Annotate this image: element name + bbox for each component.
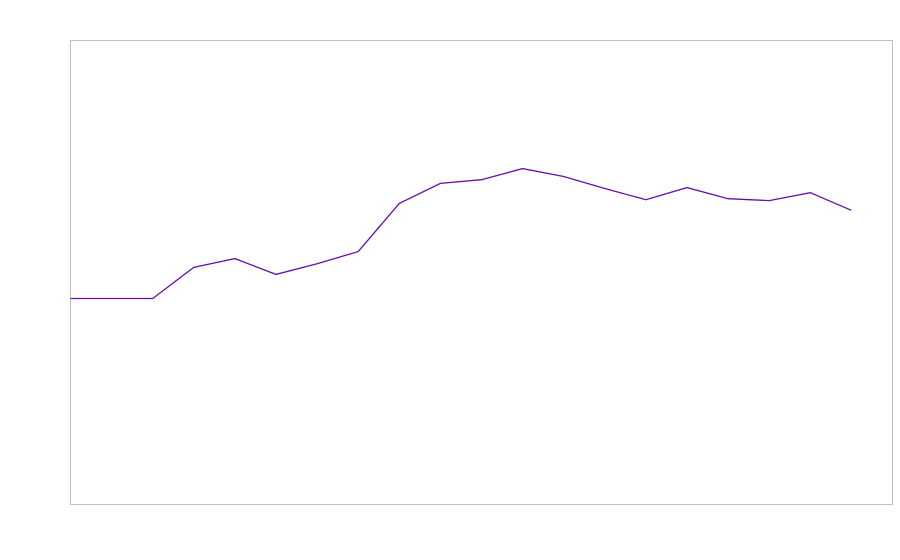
plot-frame	[70, 40, 893, 505]
series-layer	[70, 167, 852, 300]
series-line-0	[70, 167, 852, 300]
